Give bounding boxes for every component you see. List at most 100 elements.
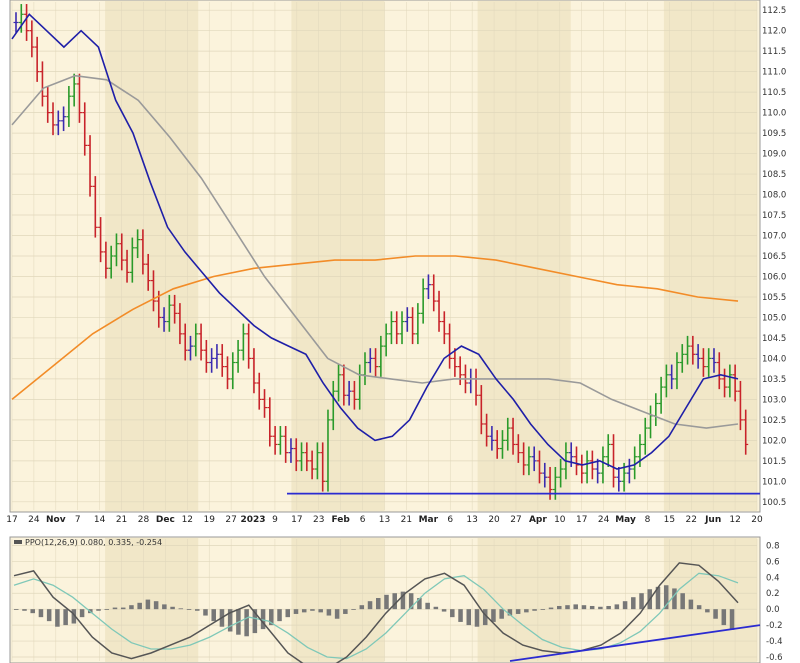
ppo-histogram-bar <box>30 609 35 614</box>
x-tick-label: 7 <box>75 515 81 525</box>
price-bar <box>124 249 130 283</box>
x-tick-label: 24 <box>28 515 40 525</box>
ppo-y-tick-label: 0.8 <box>766 541 780 551</box>
price-y-tick-label: 106.0 <box>762 272 786 282</box>
price-bar <box>452 348 458 377</box>
price-bar <box>336 364 342 402</box>
price-bar <box>108 245 114 279</box>
price-bar <box>521 442 527 476</box>
ppo-trend-line <box>509 624 761 662</box>
price-panel: 100.5 101.0 101.5 102.0 102.5 103.0 103.5 104.0… <box>6 0 786 525</box>
x-tick-label: May <box>615 515 636 525</box>
price-bar <box>61 106 67 132</box>
ppo-histogram-bar <box>540 609 546 610</box>
x-tick-label: 21 <box>116 515 127 525</box>
ppo-band <box>663 538 757 662</box>
price-bar <box>510 417 516 455</box>
x-tick-label: 23 <box>313 515 324 525</box>
price-bar <box>299 442 305 472</box>
ppo-histogram-bar <box>46 609 52 622</box>
ppo-histogram-bar <box>285 609 291 618</box>
x-tick-label: 10 <box>554 515 566 525</box>
price-y-tick-label: 105.0 <box>762 313 786 323</box>
ppo-histogram-bar <box>112 607 118 610</box>
price-bar <box>531 446 537 472</box>
date-x-axis: 17 24 Nov 7 14 21 28 Dec 12 19 27 2023 9 17 23 Feb 6 13 21… <box>6 515 763 525</box>
price-bar <box>690 335 696 365</box>
ppo-y-tick-label: -0.6 <box>766 653 783 663</box>
price-bar <box>55 110 61 136</box>
ppo-y-tick-label: -0.2 <box>766 621 783 631</box>
price-bar <box>92 176 98 238</box>
ppo-histogram-bar <box>524 609 529 613</box>
x-tick-label: 14 <box>94 515 106 525</box>
x-tick-label: 12 <box>729 515 740 525</box>
price-bar <box>34 36 40 82</box>
price-bar <box>431 274 437 312</box>
price-bar <box>45 85 51 123</box>
price-bar <box>87 135 93 197</box>
ppo-histogram-bar <box>729 609 735 630</box>
price-bar <box>700 348 706 377</box>
price-bar <box>663 364 669 398</box>
price-bar <box>240 323 246 361</box>
x-tick-label: Feb <box>332 515 351 525</box>
price-bar <box>193 323 199 357</box>
ppo-histogram-bar <box>565 605 570 610</box>
ppo-histogram-bar <box>672 588 677 610</box>
price-bar <box>632 446 638 480</box>
x-tick-label: 17 <box>6 515 17 525</box>
ppo-histogram-bar <box>688 599 694 610</box>
price-bar <box>716 352 722 390</box>
price-bar <box>505 417 511 451</box>
ppo-histogram-bar <box>721 609 727 626</box>
price-bar <box>214 344 220 369</box>
price-bar <box>330 380 336 431</box>
ppo-gridlines <box>11 539 758 661</box>
price-bar <box>558 458 564 488</box>
price-y-tick-label: 109.5 <box>762 129 786 139</box>
price-bar <box>82 102 88 156</box>
ppo-histogram-bar <box>655 586 661 610</box>
price-y-tick-label: 110.5 <box>762 88 786 98</box>
price-bar <box>420 278 426 324</box>
ppo-histogram-bar <box>573 604 578 610</box>
ppo-histogram <box>14 585 735 637</box>
price-bar <box>542 462 548 488</box>
x-tick-label: 19 <box>203 515 215 525</box>
x-tick-label: Dec <box>156 515 175 525</box>
ppo-histogram-bar <box>400 591 406 610</box>
ppo-histogram-bar <box>153 601 159 610</box>
ppo-histogram-bar <box>367 601 373 610</box>
price-y-tick-label: 101.5 <box>762 457 786 467</box>
fast-moving-average-line <box>11 13 739 470</box>
ppo-histogram-bar <box>211 609 216 622</box>
price-bar <box>71 73 77 107</box>
ppo-histogram-bar <box>301 609 307 613</box>
price-bar <box>145 253 151 291</box>
price-bar <box>166 294 172 332</box>
price-bar <box>209 348 215 373</box>
x-tick-label: Apr <box>529 515 547 525</box>
price-bar <box>187 335 193 361</box>
x-tick-label: 27 <box>225 515 236 525</box>
ppo-histogram-bar <box>622 601 628 610</box>
ppo-histogram-bar <box>532 609 537 611</box>
price-bar <box>135 229 141 259</box>
ppo-histogram-bar <box>384 594 389 610</box>
ppo-histogram-bar <box>705 609 710 613</box>
price-bar <box>425 274 431 300</box>
price-bar <box>177 303 183 345</box>
ppo-y-axis: -0.6 -0.4 -0.2 0.0 0.2 0.4 0.6 0.8 <box>766 541 783 663</box>
ppo-histogram-bar <box>137 602 142 610</box>
price-bar <box>658 376 664 414</box>
ppo-histogram-bar <box>334 609 340 619</box>
price-bar <box>198 323 204 361</box>
x-tick-label: 22 <box>686 515 697 525</box>
price-bar <box>737 380 743 431</box>
ppo-histogram-bar <box>22 609 27 611</box>
price-y-tick-label: 109.0 <box>762 150 786 160</box>
price-y-tick-label: 105.5 <box>762 293 786 303</box>
price-bar <box>235 339 241 373</box>
ppo-histogram-bar <box>96 609 101 611</box>
